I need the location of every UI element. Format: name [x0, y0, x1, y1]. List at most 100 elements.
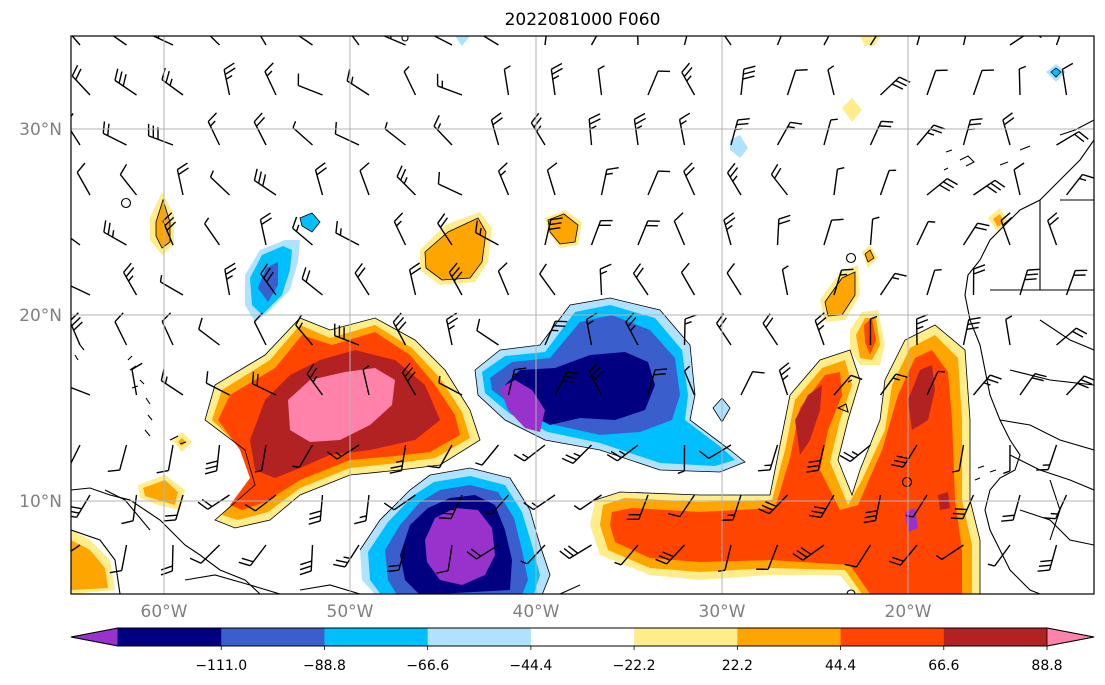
wind-barbs: [71, 36, 1094, 576]
wind-barb: [295, 314, 314, 346]
wind-barb: [238, 544, 267, 567]
wind-barb: [439, 494, 463, 520]
lon-tick-label: 20°W: [885, 602, 932, 622]
wind-barb: [823, 36, 830, 46]
wind-barb: [573, 494, 602, 511]
wind-barb: [160, 544, 174, 576]
wind-barb: [770, 163, 789, 196]
wind-barb: [935, 544, 964, 560]
wind-barb: [823, 218, 844, 246]
wind-barb: [588, 362, 603, 396]
wind-barb: [590, 36, 598, 46]
wind-barb: [726, 162, 742, 196]
wind-barb: [437, 171, 463, 196]
wind-barb: [121, 494, 138, 525]
wind-barb: [833, 268, 854, 296]
wind-barb: [260, 263, 277, 296]
wind-barb: [740, 65, 756, 96]
colorbar-label: 88.8: [1031, 658, 1062, 674]
wind-barb: [698, 444, 732, 459]
coastlines: [71, 36, 1094, 594]
wind-barb: [723, 36, 732, 46]
colorbar-outline: [70, 627, 1095, 647]
wind-barb: [1000, 212, 1013, 246]
colorbar-segment: [221, 628, 325, 646]
wind-barb: [327, 444, 360, 460]
wind-barb: [879, 373, 908, 396]
wind-barb: [198, 317, 220, 346]
wind-barb: [833, 374, 863, 396]
wind-barb: [176, 162, 189, 196]
wind-barb: [384, 122, 406, 146]
colorbar-segment: [634, 628, 738, 646]
wind-barb: [389, 444, 407, 474]
wind-barb: [71, 113, 81, 146]
longitude-ticks: 60°W 50°W 40°W 30°W 20°W: [141, 602, 932, 622]
wind-barb: [497, 262, 510, 296]
wind-barb: [683, 365, 696, 396]
wind-barb: [251, 371, 277, 396]
wind-barb: [438, 375, 463, 396]
wind-barb: [869, 315, 878, 346]
negative-anomaly-south: [359, 467, 551, 594]
wind-barb: [600, 167, 619, 196]
wind-barb: [1056, 131, 1089, 146]
wind-barb: [437, 213, 453, 246]
wind-barb: [776, 121, 803, 146]
wind-barb: [71, 36, 81, 46]
colorbar-label: 66.6: [928, 658, 959, 674]
wind-barb: [109, 544, 128, 574]
lon-tick-label: 60°W: [141, 602, 188, 622]
wind-barb: [207, 112, 221, 146]
colorbar-segment: [737, 628, 842, 646]
wind-barb: [334, 323, 360, 346]
wind-barb: [297, 36, 313, 46]
colorbar-segment: [427, 628, 532, 646]
lat-tick-label: 20°N: [19, 306, 62, 326]
wind-barb: [926, 178, 958, 196]
wind-barb: [1037, 544, 1058, 572]
wind-barb: [559, 544, 592, 560]
colorbar-segment: [840, 628, 945, 646]
wind-barb: [209, 170, 230, 196]
wind-barb: [244, 494, 277, 512]
wind-barb: [776, 36, 782, 46]
wind-barb: [1036, 444, 1058, 471]
wind-barb: [880, 76, 911, 96]
wind-barb: [972, 374, 1002, 396]
wind-barb: [916, 36, 921, 46]
wind-barb: [962, 316, 981, 346]
wind-barb: [827, 65, 835, 96]
wind-barb: [122, 262, 138, 296]
wind-barb: [891, 444, 918, 468]
wind-barb: [647, 170, 671, 196]
colorbar-segment: [324, 628, 429, 646]
wind-barb: [292, 444, 314, 469]
colorbar: −111.0 −88.8 −66.6 −44.4 −22.2 22.2 44.4 66.6 88…: [70, 627, 1095, 674]
wind-barb: [71, 285, 91, 296]
wind-barb: [1055, 36, 1061, 46]
wind-barb: [814, 312, 827, 346]
wind-barb: [962, 222, 990, 246]
wind-barb: [1047, 212, 1060, 246]
colorbar-extend-low: [70, 627, 119, 647]
wind-barb: [673, 212, 686, 246]
wind-barb: [1019, 373, 1047, 396]
wind-barb: [778, 362, 791, 396]
colorbar-label: −22.2: [613, 658, 656, 674]
wind-barb: [301, 267, 323, 296]
wind-barb: [597, 65, 605, 96]
colorbar-segment: [530, 628, 635, 646]
wind-barb: [114, 68, 137, 96]
wind-barb: [476, 318, 499, 346]
wind-barb: [757, 444, 779, 472]
wind-barb: [721, 494, 742, 522]
wind-barb: [484, 494, 510, 516]
wind-barb: [962, 36, 967, 46]
wind-barb: [952, 444, 965, 473]
wind-barb: [539, 263, 556, 296]
wind-barb: [680, 262, 696, 296]
wind-barb: [726, 262, 742, 296]
wind-barb: [678, 112, 691, 146]
wind-barb: [879, 169, 897, 196]
